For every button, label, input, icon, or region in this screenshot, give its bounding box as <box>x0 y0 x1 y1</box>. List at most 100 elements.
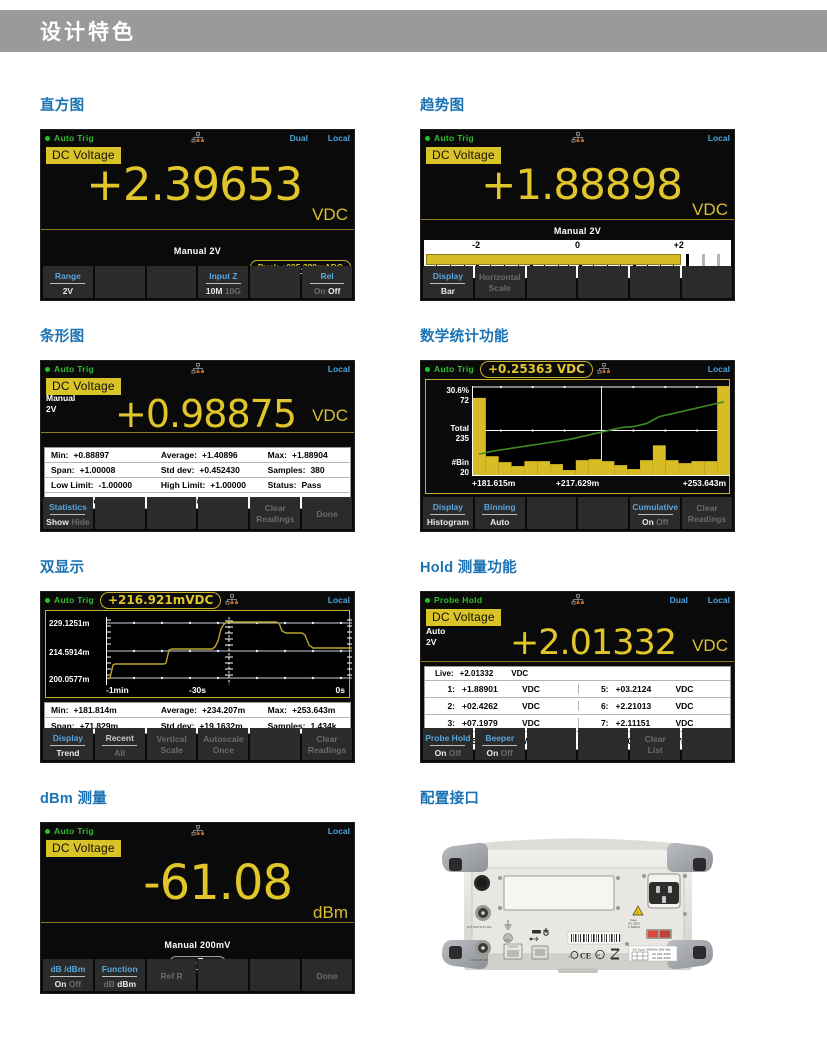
softkey-empty-2[interactable] <box>146 497 197 529</box>
status-local-label: Local <box>327 364 350 374</box>
trigger-label: Auto Trig <box>434 364 474 374</box>
dmm-screen-6[interactable]: Probe Hold Dual Local DC Voltage Auto 2V <box>420 591 735 763</box>
softkey-divider <box>430 282 466 284</box>
divider-rule-6 <box>421 661 734 662</box>
table-row: Low Limit: -1.00000 High Limit: +1.00000 S… <box>45 478 350 493</box>
softkey-empty-2[interactable] <box>578 728 629 760</box>
divider-rule-1 <box>41 229 354 230</box>
range-label-7: Manual 200mV <box>164 940 231 950</box>
stat-value: +71.829m <box>79 720 119 731</box>
stat-label: Max: <box>267 450 288 460</box>
softkey-empty-3[interactable] <box>250 266 301 298</box>
status-bar-2: Auto Trig Local <box>421 130 734 146</box>
range-left-line1: Manual <box>46 393 76 403</box>
softkey-empty-2[interactable] <box>578 266 629 298</box>
stat-value: +0.88897 <box>73 450 110 460</box>
softkey-empty-1[interactable] <box>94 497 145 529</box>
bar-meter-fill <box>426 254 681 265</box>
softkey-function[interactable]: Function dB dBm <box>94 959 145 991</box>
softkey-value: Histogram <box>426 516 469 527</box>
softkey-done[interactable]: Done <box>302 497 352 529</box>
softkey-vertical-scale[interactable]: Vertical Scale <box>146 728 197 760</box>
softkey-clear-readings[interactable]: Clear Readings <box>302 728 352 760</box>
softkey-clear-list[interactable]: Clear List <box>630 728 681 760</box>
softkey-ref-r[interactable]: Ref R <box>146 959 197 991</box>
softkey-empty-2[interactable] <box>250 959 301 991</box>
softkey-statistics[interactable]: Statistics Show Hide <box>43 497 93 529</box>
dmm-screen-1[interactable]: Auto Trig Dual Local DC Voltage +2.39653… <box>40 129 355 301</box>
softkey-autoscale-once[interactable]: Autoscale Once <box>198 728 249 760</box>
softkey-empty-1[interactable] <box>526 728 577 760</box>
trigger-indicator-icon <box>425 135 430 141</box>
range-left-line2: 2V <box>46 404 57 414</box>
primary-unit-6: VDC <box>692 636 728 655</box>
softkey-clear-readings[interactable]: Clear Readings <box>250 497 301 529</box>
softkey-empty-3[interactable] <box>198 497 249 529</box>
softkey-clear-readings[interactable]: Clear Readings <box>682 497 732 529</box>
softkey-beeper[interactable]: Beeper On Off <box>474 728 525 760</box>
softkey-empty-4[interactable] <box>682 266 732 298</box>
table-row: Min: +0.88897 Average: +1.40896 Max: +1.889… <box>45 448 350 463</box>
softkey-label: Horizontal Scale <box>479 272 521 294</box>
softkey-empty-1[interactable] <box>198 959 249 991</box>
hold-unit: VDC <box>675 701 694 711</box>
softkey-binning[interactable]: Binning Auto <box>474 497 525 529</box>
dmm-screen-3[interactable]: Auto Trig Local DC Voltage Manual 2V +0. <box>40 360 355 532</box>
softkey-rel[interactable]: Rel On Off <box>302 266 352 298</box>
softkey-empty-3[interactable] <box>682 728 732 760</box>
softkey-empty-1[interactable] <box>526 266 577 298</box>
hold-index: 7: <box>600 718 609 728</box>
softkey-label: Function <box>101 963 138 974</box>
block-title-2: 趋势图 <box>420 98 465 114</box>
block-title-4: 数学统计功能 <box>420 329 509 345</box>
hold-unit: VDC <box>675 684 694 694</box>
dmm-screen-2[interactable]: Auto Trig Local DC Voltage +1.88898 VDC … <box>420 129 735 301</box>
dmm-screen-5[interactable]: Auto Trig +216.921mVDC Local 229.1251m 2… <box>40 591 355 763</box>
softkey-probe-hold[interactable]: Probe Hold On Off <box>423 728 473 760</box>
status-bar-1: Auto Trig Dual Local <box>41 130 354 146</box>
feature-block-1: 直方图 Auto Trig Dual Local DC Voltage <box>40 96 355 301</box>
softkey-empty-2[interactable] <box>578 497 629 529</box>
softkey-option-off: Off <box>656 516 669 527</box>
softkey-value: On Off <box>55 978 81 990</box>
stat-value: +0.452430 <box>199 465 240 475</box>
hold-live-value: +2.01332 <box>459 669 494 678</box>
softkey-display[interactable]: Display Trend <box>43 728 93 760</box>
softkey-input-z[interactable]: Input Z 10M 10G <box>198 266 249 298</box>
dmm-screen-4[interactable]: Auto Trig +0.25363 VDC Local 30.6% 72 To <box>420 360 735 532</box>
histogram-chart: 30.6% 72 Total 235 #Bin 20 <box>425 379 730 494</box>
softkey-label: Cumulative <box>632 501 679 512</box>
hold-value: +02.4262 <box>462 701 498 711</box>
softkey-display[interactable]: Display Bar <box>423 266 473 298</box>
dmm-screen-7[interactable]: Auto Trig Local DC Voltage -61.08 dBm Ma… <box>40 822 355 994</box>
softkey-empty-1[interactable] <box>94 266 145 298</box>
x-tick-mid: -30s <box>188 685 207 695</box>
primary-unit-7: dBm <box>313 903 348 922</box>
softkey-empty-1[interactable] <box>526 497 577 529</box>
bar-meter-labels: -2 0 +2 <box>424 240 731 253</box>
softkey-done[interactable]: Done <box>302 959 352 991</box>
softkey-label-line2: Readings <box>256 514 295 524</box>
hold-value: +1.88901 <box>462 684 498 694</box>
softkey-cumulative[interactable]: Cumulative On Off <box>630 497 681 529</box>
y-tick-mid: 214.5914m <box>49 648 90 657</box>
softkey-display[interactable]: Display Histogram <box>423 497 473 529</box>
softkey-option-on: On <box>54 978 67 989</box>
softkey-empty-2[interactable] <box>146 266 197 298</box>
status-local-label: Local <box>327 133 350 143</box>
softkey-label: Binning <box>483 501 516 512</box>
softkey-recent[interactable]: Recent All <box>94 728 145 760</box>
softkey-empty-3[interactable] <box>630 266 681 298</box>
softkey-label-line1: Clear <box>316 734 338 744</box>
softkey-empty-1[interactable] <box>250 728 301 760</box>
range-left-line2: 2V <box>426 637 437 647</box>
softkey-db-dbm[interactable]: dB /dBm On Off <box>43 959 93 991</box>
status-local-label: Local <box>707 133 730 143</box>
softkey-divider <box>50 744 86 746</box>
softkey-range[interactable]: Range 2V <box>43 266 93 298</box>
trigger-indicator-icon <box>45 135 50 141</box>
primary-unit-3: VDC <box>312 406 348 425</box>
softkey-divider <box>637 513 673 515</box>
trigger-label: Auto Trig <box>54 595 94 605</box>
softkey-horizontal-scale[interactable]: Horizontal Scale <box>474 266 525 298</box>
